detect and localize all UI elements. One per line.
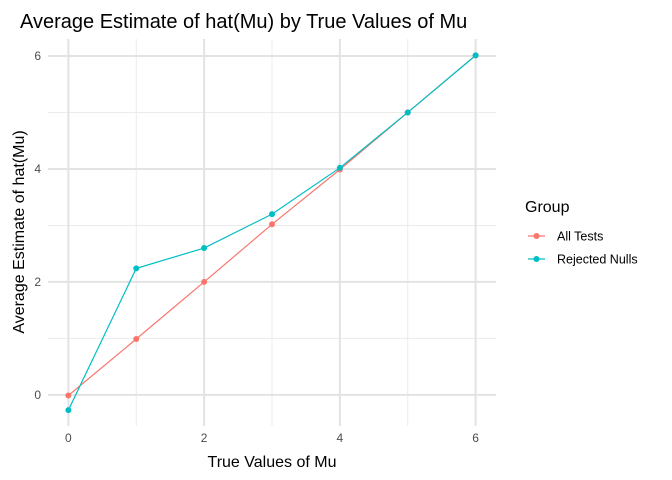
y-tick-label: 4 — [34, 162, 41, 176]
legend-point-key — [533, 233, 540, 239]
x-tick-label: 2 — [201, 431, 208, 445]
legend-label: All Tests — [557, 230, 603, 244]
data-point-rejected-nulls — [133, 265, 140, 272]
tick-labels: 0 2 4 6 0 2 4 6 — [34, 49, 479, 445]
y-tick-label: 0 — [34, 388, 41, 402]
data-point-all-tests — [269, 221, 275, 228]
y-axis-title: Average Estimate of hat(Mu) — [11, 130, 28, 333]
legend-label: Rejected Nulls — [557, 253, 638, 267]
x-tick-label: 4 — [337, 431, 344, 445]
x-tick-label: 0 — [65, 431, 72, 445]
y-tick-label: 2 — [34, 275, 41, 289]
y-tick-label: 6 — [34, 49, 41, 63]
legend-title: Group — [525, 199, 570, 216]
data-point-rejected-nulls — [336, 164, 343, 171]
legend: Group All Tests Rejected Nulls — [525, 199, 638, 267]
x-tick-label: 6 — [472, 431, 479, 445]
legend-item-all-tests: All Tests — [528, 230, 603, 244]
chart-title: Average Estimate of hat(Mu) by True Valu… — [20, 11, 467, 33]
data-point-rejected-nulls — [65, 407, 72, 414]
data-point-all-tests — [201, 278, 208, 285]
grid — [48, 39, 496, 426]
series-rejected-nulls — [65, 52, 479, 414]
data-point-all-tests — [65, 392, 72, 399]
legend-point-key — [533, 256, 540, 262]
x-axis-title: True Values of Mu — [208, 454, 337, 471]
series-layer — [65, 52, 479, 414]
legend-items: All Tests Rejected Nulls — [528, 230, 638, 267]
data-point-rejected-nulls — [472, 52, 479, 59]
data-point-all-tests — [133, 335, 140, 342]
data-point-rejected-nulls — [269, 211, 275, 218]
legend-item-rejected-nulls: Rejected Nulls — [528, 253, 638, 267]
data-point-rejected-nulls — [404, 109, 411, 116]
data-point-rejected-nulls — [201, 245, 208, 252]
